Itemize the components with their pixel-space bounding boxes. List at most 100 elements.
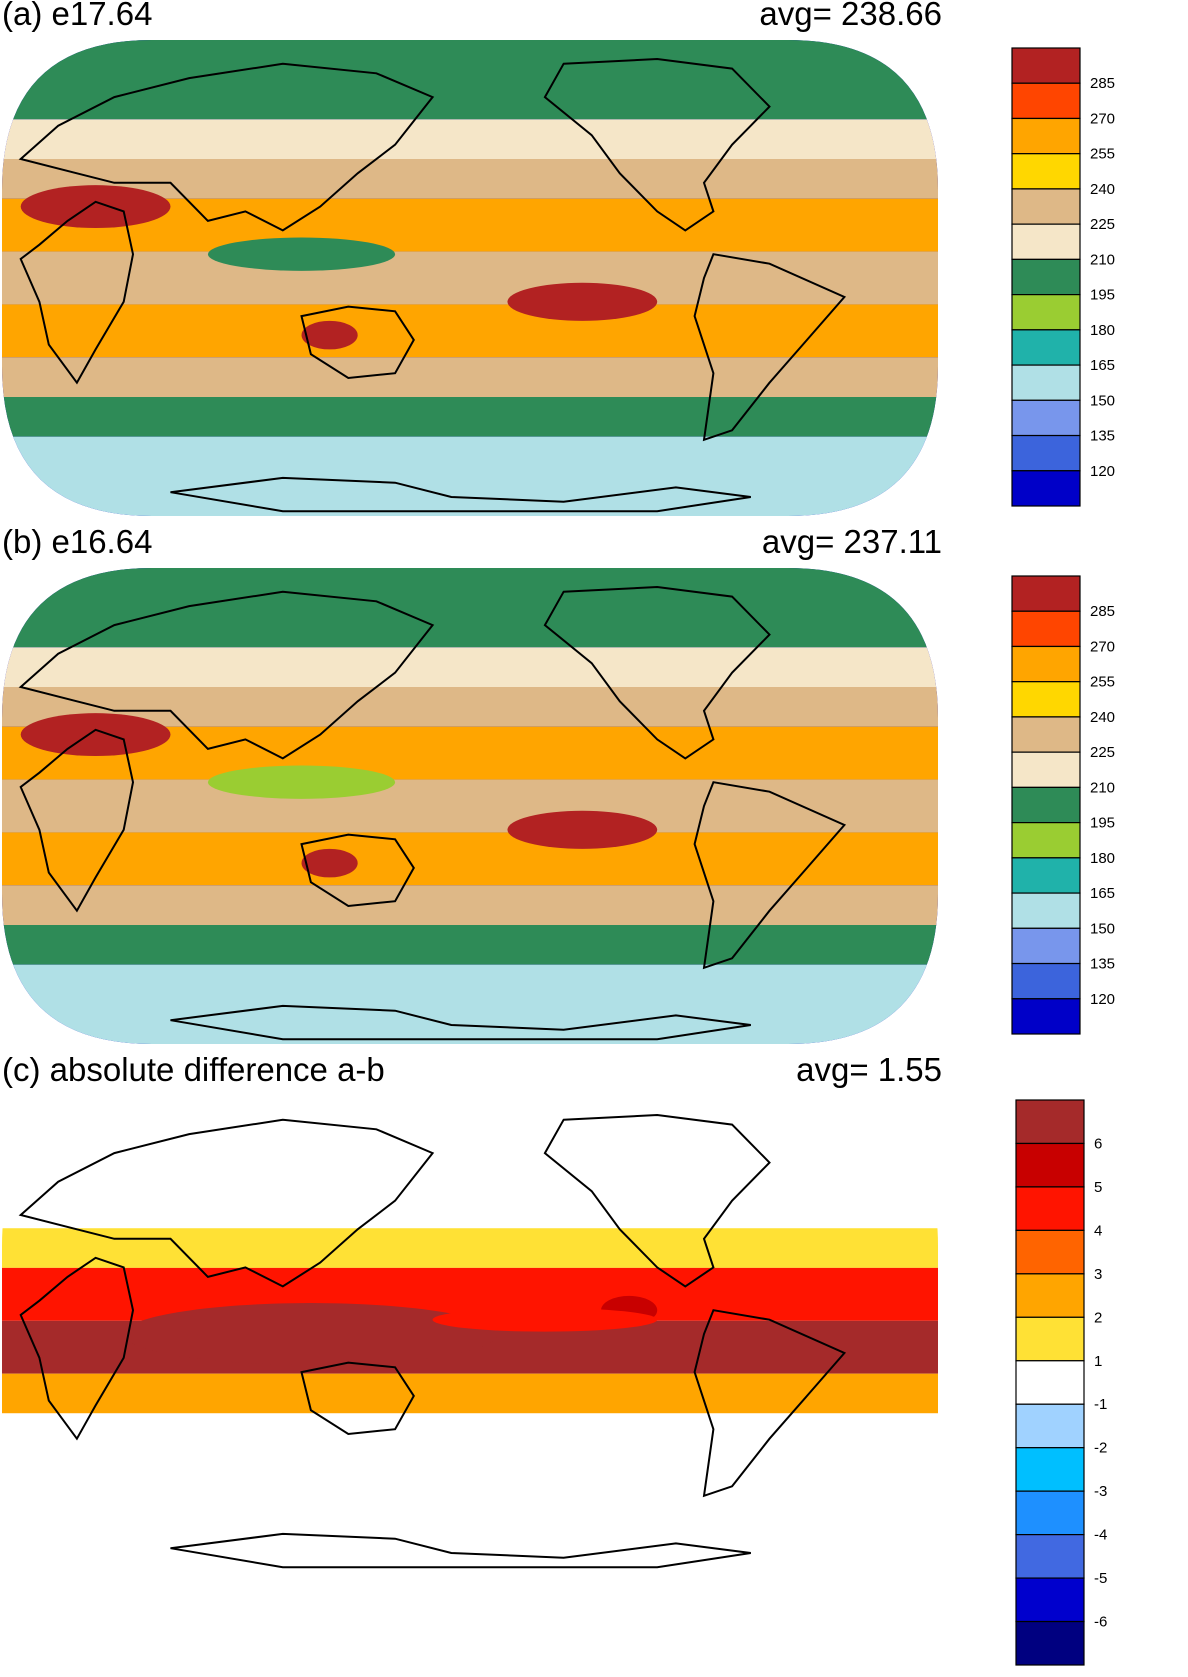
colorbar-2: 6 5 4 3 2 1 -1 -2 -3 -4 -5 -6 (1015, 1099, 1107, 1666)
colorbar-box (1015, 1447, 1085, 1492)
colorbar-tick-label: 165 (1090, 357, 1115, 374)
colorbar-box (1011, 786, 1081, 824)
coastline (543, 585, 771, 760)
coastline (19, 1256, 135, 1441)
latitude-band (2, 40, 938, 120)
colorbar-tick-label: 240 (1090, 181, 1115, 198)
panel-b-title: (b) e16.64 (2, 523, 153, 560)
coastline (300, 833, 415, 908)
colorbar-box (1015, 1229, 1085, 1275)
coastline (300, 305, 415, 380)
colorbar-box (1011, 822, 1081, 859)
colorbar-box (1015, 1186, 1085, 1231)
coastline (300, 1361, 415, 1436)
colorbar-tick-label: 3 (1094, 1266, 1102, 1283)
colorbar-box (1011, 927, 1081, 965)
map-panel-0 (2, 40, 938, 516)
hotspot-eastern-pacific (507, 282, 658, 321)
hotspot-maritime-continent (207, 237, 396, 271)
latitude-band (2, 397, 938, 437)
colorbar-box (1011, 470, 1081, 507)
colorbar-tick-label: 195 (1090, 287, 1115, 304)
colorbar-tick-label: 1 (1094, 1353, 1102, 1370)
colorbar-box (1015, 1490, 1085, 1536)
colorbar-tick-label: 150 (1090, 920, 1115, 937)
latitude-band (2, 568, 938, 648)
coastline (170, 1532, 751, 1569)
colorbar-tick-label: 180 (1090, 322, 1115, 339)
colorbar-box (1011, 47, 1081, 84)
colorbar-tick-label: 225 (1090, 216, 1115, 233)
colorbar-box (1011, 892, 1081, 929)
colorbar-box (1015, 1142, 1085, 1188)
colorbar-box (1011, 610, 1081, 648)
colorbar-tick-label: 270 (1090, 638, 1115, 655)
colorbar-box (1011, 188, 1081, 225)
colorbar-tick-label: 6 (1094, 1135, 1102, 1152)
colorbar-box (1011, 645, 1081, 683)
latitude-band (2, 832, 938, 886)
latitude-band (2, 647, 938, 687)
colorbar-tick-label: -3 (1094, 1483, 1107, 1500)
colorbar-box (1011, 117, 1081, 155)
colorbar-tick-label: 135 (1090, 956, 1115, 973)
latitude-band (2, 357, 938, 397)
colorbar-tick-label: 2 (1094, 1309, 1102, 1326)
panel-a-title: (a) e17.64 (2, 0, 153, 32)
colorbar-box (1011, 153, 1081, 190)
coastline (18, 62, 435, 232)
colorbar-tick-label: 180 (1090, 850, 1115, 867)
colorbar-box (1011, 962, 1081, 1000)
colorbar-box (1015, 1273, 1085, 1318)
latitude-band (2, 1373, 938, 1414)
colorbar-box (1011, 857, 1081, 894)
colorbar-box (1011, 294, 1081, 331)
latitude-band (2, 1096, 938, 1229)
colorbar-box (1011, 716, 1081, 753)
hotspot-australia (301, 320, 358, 350)
colorbar-tick-label: -1 (1094, 1396, 1107, 1413)
panel-a-avg: avg= 238.66 (759, 0, 942, 32)
colorbar-tick-label: 285 (1090, 603, 1115, 620)
coastline (543, 1113, 771, 1288)
latitude-band (2, 885, 938, 925)
map-field (2, 40, 938, 516)
colorbar-tick-label: 135 (1090, 428, 1115, 445)
hotspot-sahara-arabia (20, 185, 171, 229)
colorbar-tick-label: 240 (1090, 709, 1115, 726)
colorbar-box (1015, 1534, 1085, 1579)
latitude-band (2, 119, 938, 159)
map-field (2, 568, 938, 1044)
latitude-band (2, 251, 938, 305)
colorbar-tick-label: 150 (1090, 392, 1115, 409)
map-panel-1 (2, 568, 938, 1044)
latitude-band (2, 304, 938, 358)
colorbar-box (1015, 1577, 1085, 1623)
colorbar-tick-label: 165 (1090, 885, 1115, 902)
colorbar-tick-label: -6 (1094, 1614, 1107, 1631)
coastline (18, 590, 435, 760)
colorbar-box (1015, 1403, 1085, 1449)
colorbar-box (1015, 1099, 1085, 1145)
colorbar-box (1011, 364, 1081, 401)
colorbar-tick-label: 210 (1090, 779, 1115, 796)
colorbar-tick-label: 270 (1090, 110, 1115, 127)
hotspot-eastern-pacific-itcz (432, 1307, 658, 1332)
hotspot-eastern-pacific (507, 810, 658, 849)
coastline (693, 781, 847, 970)
coastline (693, 1309, 847, 1498)
colorbar-box (1011, 82, 1081, 120)
colorbar-box (1015, 1360, 1085, 1405)
colorbar-box (1011, 998, 1081, 1035)
colorbar-box (1011, 751, 1081, 788)
colorbar-tick-label: -5 (1094, 1570, 1107, 1587)
map-panel-2 (2, 1096, 938, 1572)
colorbar-box (1011, 399, 1081, 437)
latitude-band (2, 687, 938, 727)
hotspot-indian-ocean-west-pacific (123, 1303, 499, 1365)
colorbar-tick-label: 4 (1094, 1222, 1102, 1239)
coastline (543, 57, 771, 232)
colorbar-tick-label: -4 (1094, 1527, 1107, 1544)
latitude-band (2, 436, 938, 516)
hotspot-australia (301, 848, 358, 878)
